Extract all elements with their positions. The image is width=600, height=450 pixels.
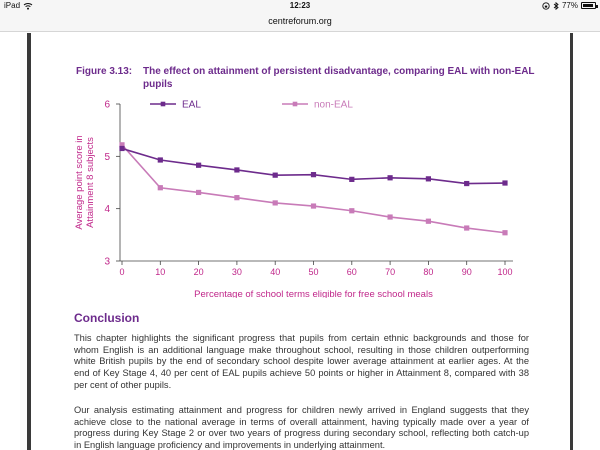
data-point-non-eal (349, 208, 355, 214)
legend-marker-non-eal (292, 101, 298, 107)
section-heading: Conclusion (74, 311, 140, 325)
paragraph: This chapter highlights the significant … (74, 333, 529, 390)
data-point-eal (464, 180, 470, 187)
data-point-non-eal (196, 189, 202, 196)
x-tick-label: 20 (194, 267, 204, 277)
data-point-non-eal (425, 218, 432, 224)
data-point-non-eal (502, 230, 508, 236)
legend-label-eal: EAL (182, 100, 201, 111)
y-axis-label: Average point score inAttainment 8 subje… (74, 135, 96, 229)
status-right: 77% (542, 1, 598, 10)
x-tick-label: 10 (155, 267, 165, 277)
data-point-non-eal (272, 200, 278, 206)
y-tick-label: 3 (104, 257, 110, 268)
data-point-non-eal (157, 185, 163, 191)
data-point-eal (502, 180, 508, 186)
rotation-lock-icon (542, 1, 550, 10)
paragraph: Our analysis estimating attainment and p… (74, 405, 529, 450)
data-point-eal (234, 167, 240, 173)
x-tick-label: 50 (308, 267, 318, 277)
x-tick-label: 30 (232, 267, 242, 277)
url-text[interactable]: centreforum.org (268, 16, 332, 26)
x-tick-label: 60 (347, 267, 357, 277)
series-line-eal (121, 147, 506, 185)
data-point-non-eal (387, 214, 393, 220)
data-point-eal (196, 162, 202, 168)
data-point-eal (119, 145, 125, 152)
x-tick-label: 80 (423, 267, 433, 277)
clock: 12:23 (289, 1, 311, 10)
x-tick-label: 100 (497, 267, 512, 277)
wifi-icon (23, 2, 33, 10)
y-tick-label: 6 (104, 100, 110, 111)
device-name: iPad (4, 1, 21, 10)
data-point-eal (425, 176, 432, 182)
figure-number: Figure 3.13: (76, 66, 133, 77)
battery-icon (581, 2, 598, 9)
data-point-eal (310, 172, 317, 178)
data-point-eal (272, 172, 278, 178)
x-tick-label: 70 (385, 267, 395, 277)
x-tick-label: 40 (270, 267, 280, 277)
legend-label-non-eal: non-EAL (314, 100, 353, 111)
status-left: iPad (4, 1, 33, 10)
series-line-non-eal (121, 144, 506, 234)
bluetooth-icon (553, 1, 559, 10)
data-point-eal (157, 157, 163, 163)
x-axis-label: Percentage of school terms eligible for … (194, 289, 433, 298)
y-tick-label: 4 (104, 204, 110, 215)
battery-percent: 77% (561, 1, 578, 10)
data-point-eal (387, 175, 393, 181)
document-page: Figure 3.13: The effect on attainment of… (0, 33, 600, 450)
x-tick-label: 0 (119, 267, 124, 277)
x-tick-label: 90 (462, 267, 472, 277)
data-point-non-eal (310, 203, 317, 209)
figure-title: The effect on attainment of persistent d… (143, 66, 535, 90)
address-bar[interactable]: centreforum.org (0, 12, 600, 32)
data-point-non-eal (234, 195, 240, 201)
status-bar: iPad 12:23 77% (0, 0, 600, 12)
page-edge-right (570, 33, 573, 450)
page-edge-left (27, 33, 31, 450)
y-tick-label: 5 (104, 152, 110, 163)
legend-marker-eal (160, 101, 166, 107)
data-point-non-eal (464, 225, 470, 231)
data-point-eal (349, 176, 355, 182)
